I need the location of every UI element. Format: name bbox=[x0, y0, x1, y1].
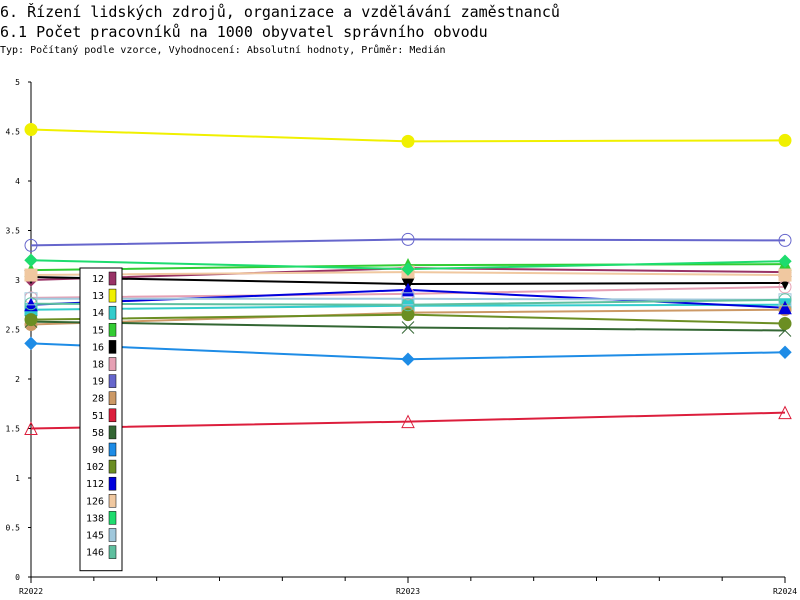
data-point-51 bbox=[24, 421, 38, 435]
y-tick-label: 4 bbox=[15, 177, 20, 186]
data-point-13 bbox=[401, 134, 415, 148]
legend-label-14: 14 bbox=[92, 308, 104, 319]
legend-label-16: 16 bbox=[92, 342, 104, 353]
x-tick-label: R2023 bbox=[396, 587, 420, 596]
series-line-19 bbox=[30, 238, 786, 247]
legend-swatch-145 bbox=[108, 528, 117, 542]
legend-label-15: 15 bbox=[92, 325, 104, 336]
series-line-51 bbox=[30, 411, 786, 430]
data-point-51 bbox=[778, 405, 792, 420]
x-tick-label: R2022 bbox=[19, 587, 43, 596]
data-point-126 bbox=[778, 268, 792, 282]
data-point-146 bbox=[24, 297, 38, 311]
legend-label-19: 19 bbox=[92, 377, 104, 388]
data-point-19 bbox=[778, 233, 792, 247]
data-point-112 bbox=[778, 300, 792, 315]
y-tick-label: 0.5 bbox=[6, 524, 21, 533]
legend-label-146: 146 bbox=[86, 548, 104, 559]
y-tick-label: 0 bbox=[15, 573, 20, 582]
legend-label-138: 138 bbox=[86, 513, 104, 524]
data-point-102 bbox=[401, 308, 415, 322]
legend-label-28: 28 bbox=[92, 394, 104, 405]
y-tick-label: 3.5 bbox=[6, 227, 21, 236]
y-tick-label: 3 bbox=[15, 276, 20, 285]
legend-swatch-19 bbox=[108, 374, 117, 388]
legend-swatch-112 bbox=[108, 476, 117, 491]
data-point-126 bbox=[24, 268, 38, 282]
series-line-58 bbox=[30, 320, 786, 332]
y-tick-label: 5 bbox=[15, 78, 20, 87]
data-point-145 bbox=[401, 292, 415, 306]
legend-swatch-90 bbox=[108, 442, 117, 457]
data-point-19 bbox=[401, 232, 415, 246]
data-point-102 bbox=[778, 317, 792, 331]
legend-swatch-18 bbox=[108, 357, 117, 371]
data-point-138 bbox=[778, 254, 792, 268]
data-point-90 bbox=[778, 345, 792, 359]
legend-swatch-13 bbox=[108, 288, 117, 303]
data-point-19 bbox=[24, 238, 38, 252]
y-tick-label: 2.5 bbox=[6, 326, 21, 335]
data-point-102 bbox=[24, 313, 38, 327]
data-point-90 bbox=[24, 336, 38, 351]
legend-swatch-15 bbox=[108, 323, 117, 337]
chart-title: 6. Řízení lidských zdrojů, organizace a … bbox=[0, 3, 560, 21]
legend-label-51: 51 bbox=[92, 411, 104, 422]
y-tick-label: 1.5 bbox=[6, 425, 21, 434]
legend-swatch-138 bbox=[108, 511, 117, 525]
data-point-146 bbox=[401, 298, 415, 312]
legend-label-90: 90 bbox=[92, 445, 104, 456]
y-tick-label: 1 bbox=[15, 474, 20, 483]
legend-swatch-51 bbox=[108, 408, 117, 423]
legend-label-18: 18 bbox=[92, 360, 104, 371]
marker-stroke bbox=[401, 321, 415, 334]
legend-swatch-28 bbox=[108, 391, 117, 405]
legend-swatch-102 bbox=[108, 459, 117, 474]
data-point-146 bbox=[778, 293, 792, 307]
data-point-138 bbox=[401, 262, 415, 276]
legend-label-126: 126 bbox=[86, 496, 104, 507]
data-point-13 bbox=[24, 123, 38, 137]
data-point-138 bbox=[24, 253, 38, 267]
y-tick-label: 4.5 bbox=[6, 128, 21, 137]
legend-label-112: 112 bbox=[86, 479, 104, 490]
legend-swatch-14 bbox=[108, 305, 117, 320]
legend-label-102: 102 bbox=[86, 462, 104, 473]
legend-label-145: 145 bbox=[86, 531, 104, 542]
legend-swatch-126 bbox=[108, 494, 117, 508]
y-tick-label: 2 bbox=[15, 375, 20, 384]
x-tick-label: R2024 bbox=[773, 587, 797, 596]
legend-label-12: 12 bbox=[92, 274, 104, 285]
legend-label-13: 13 bbox=[92, 291, 104, 302]
data-point-145 bbox=[24, 292, 38, 306]
data-point-90 bbox=[401, 352, 415, 366]
data-point-13 bbox=[778, 133, 792, 147]
legend-label-58: 58 bbox=[92, 428, 104, 439]
chart-info: Typ: Počítaný podle vzorce, Vyhodnocení:… bbox=[0, 45, 446, 56]
data-point-58 bbox=[401, 321, 415, 334]
legend-swatch-146 bbox=[108, 545, 117, 559]
legend-swatch-58 bbox=[108, 425, 117, 440]
legend-swatch-12 bbox=[108, 271, 117, 286]
chart-subtitle: 6.1 Počet pracovníků na 1000 obyvatel sp… bbox=[0, 23, 488, 41]
data-point-51 bbox=[401, 414, 415, 429]
legend-swatch-16 bbox=[108, 340, 117, 354]
